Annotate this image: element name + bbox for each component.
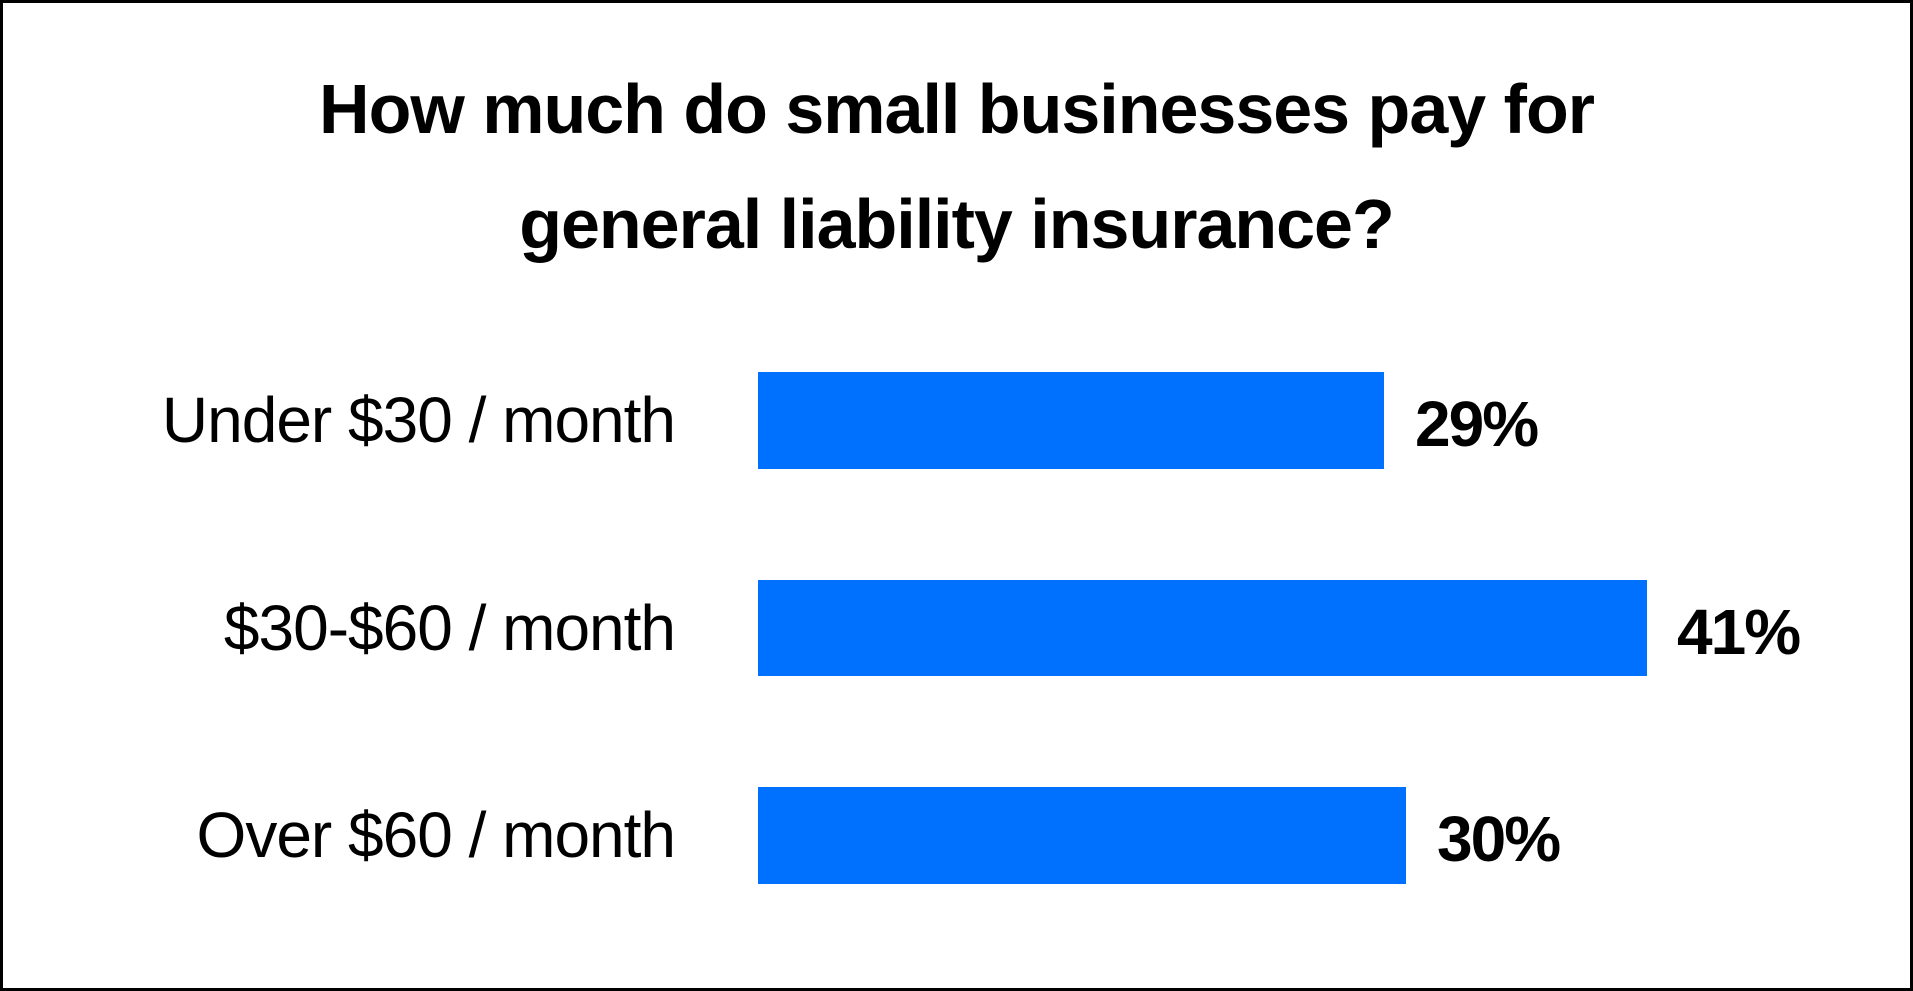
category-label: Over $60 / month xyxy=(196,799,676,871)
bar xyxy=(758,787,1406,884)
value-label: 41% xyxy=(1677,596,1801,668)
bar xyxy=(758,372,1384,469)
value-label: 29% xyxy=(1415,388,1539,460)
chart-title-line-2: general liability insurance? xyxy=(519,185,1395,263)
chart-title-line-1: How much do small businesses pay for xyxy=(319,70,1595,148)
category-label: $30-$60 / month xyxy=(223,592,676,664)
category-label: Under $30 / month xyxy=(161,384,676,456)
value-label: 30% xyxy=(1437,803,1561,875)
bar xyxy=(758,580,1647,676)
chart-title: How much do small businesses pay for gen… xyxy=(0,52,1913,282)
